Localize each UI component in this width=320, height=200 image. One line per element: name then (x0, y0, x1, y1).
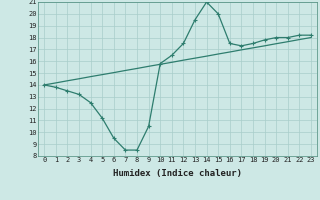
X-axis label: Humidex (Indice chaleur): Humidex (Indice chaleur) (113, 169, 242, 178)
